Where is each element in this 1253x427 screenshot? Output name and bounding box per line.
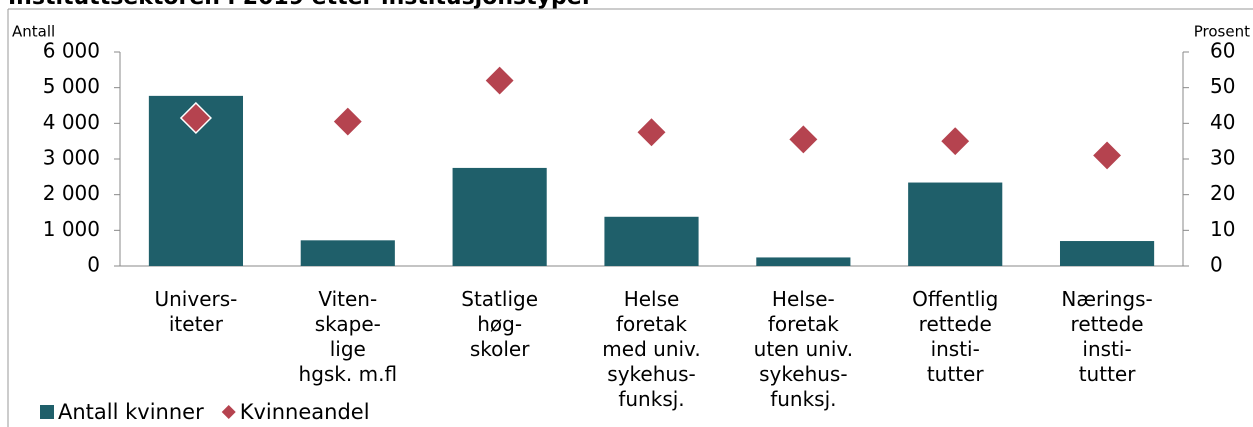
x-tick-line: tutter [927, 362, 985, 386]
marker [483, 64, 516, 97]
legend-marker [40, 405, 54, 419]
x-tick-label: Offentlig rettede insti-tutter [912, 287, 998, 386]
x-tick-line: Nærings- [1061, 287, 1152, 311]
y-axis-label: Antall [12, 23, 55, 41]
y2-axis-label: Prosent [1194, 23, 1250, 41]
x-tick-line: tutter [1079, 362, 1137, 386]
x-tick-line: Helse- [772, 287, 835, 311]
y-tick-label: 6 000 [43, 39, 100, 63]
legend-marker [221, 405, 236, 419]
x-tick-line: Helse [624, 287, 680, 311]
x-tick-line: Viten- [318, 287, 377, 311]
x-tick-line: hgsk. m.fl [299, 362, 398, 386]
x-tick-line: skape- [315, 312, 381, 336]
legend-label: Antall kvinner [58, 400, 204, 424]
x-tick-line: funksj. [618, 387, 684, 411]
y-tick-label: 1 000 [43, 217, 100, 241]
y2-tick-label: 30 [1210, 146, 1235, 170]
bar [756, 257, 851, 266]
x-tick-label: Statlige høg-skoler [461, 287, 538, 361]
x-tick-line: insti- [931, 337, 980, 361]
x-tick-label: Nærings-rettede insti-tutter [1061, 287, 1152, 386]
x-tick-line: lige [330, 337, 366, 361]
x-tick-line: foretak [768, 312, 839, 336]
marker [635, 116, 668, 149]
x-tick-line: funksj. [770, 387, 836, 411]
legend-label: Kvinneandel [240, 400, 370, 424]
marker [179, 101, 212, 135]
bar [300, 240, 395, 266]
y-tick-label: 2 000 [43, 181, 100, 205]
y2-tick-label: 0 [1210, 253, 1223, 277]
marker [331, 105, 364, 138]
x-tick-line: foretak [616, 312, 687, 336]
marker [939, 125, 972, 158]
x-tick-line: Offentlig [912, 287, 998, 311]
x-tick-line: rettede [919, 312, 992, 336]
y2-tick-label: 40 [1210, 110, 1235, 134]
y2-tick-label: 60 [1210, 39, 1235, 63]
x-tick-line: insti- [1082, 337, 1131, 361]
x-tick-line: med univ. [602, 337, 700, 361]
chart-title: Instituttsektoren i 2019 etter institusj… [8, 0, 590, 10]
y2-tick-label: 50 [1210, 74, 1235, 98]
x-tick-label: Viten-skape-lige hgsk. m.fl [299, 287, 398, 386]
bar [604, 216, 699, 266]
x-tick-line: rettede [1071, 312, 1144, 336]
x-tick-line: høg- [477, 312, 522, 336]
marker [1091, 139, 1124, 172]
x-tick-label: Univers-iteter [154, 287, 237, 336]
y-tick-label: 4 000 [43, 110, 100, 134]
bar [1059, 241, 1155, 266]
x-tick-line: sykehus- [607, 362, 695, 386]
x-tick-label: Helse foretak med univ. sykehus-funksj. [602, 287, 700, 411]
bar [452, 167, 547, 266]
y-tick-label: 0 [87, 253, 100, 277]
y2-tick-label: 20 [1210, 181, 1235, 205]
y2-tick-label: 10 [1210, 217, 1235, 241]
y-tick-label: 3 000 [43, 146, 100, 170]
x-tick-line: Univers- [154, 287, 237, 311]
x-tick-line: skoler [470, 337, 530, 361]
x-tick-line: Statlige [461, 287, 538, 311]
x-tick-label: Helse-foretak uten univ. sykehus-funksj. [754, 287, 853, 411]
bar [908, 182, 1003, 266]
x-tick-line: sykehus- [759, 362, 847, 386]
marker [787, 123, 820, 156]
x-tick-line: uten univ. [754, 337, 853, 361]
x-tick-line: iteter [169, 312, 224, 336]
y-tick-label: 5 000 [43, 74, 100, 98]
